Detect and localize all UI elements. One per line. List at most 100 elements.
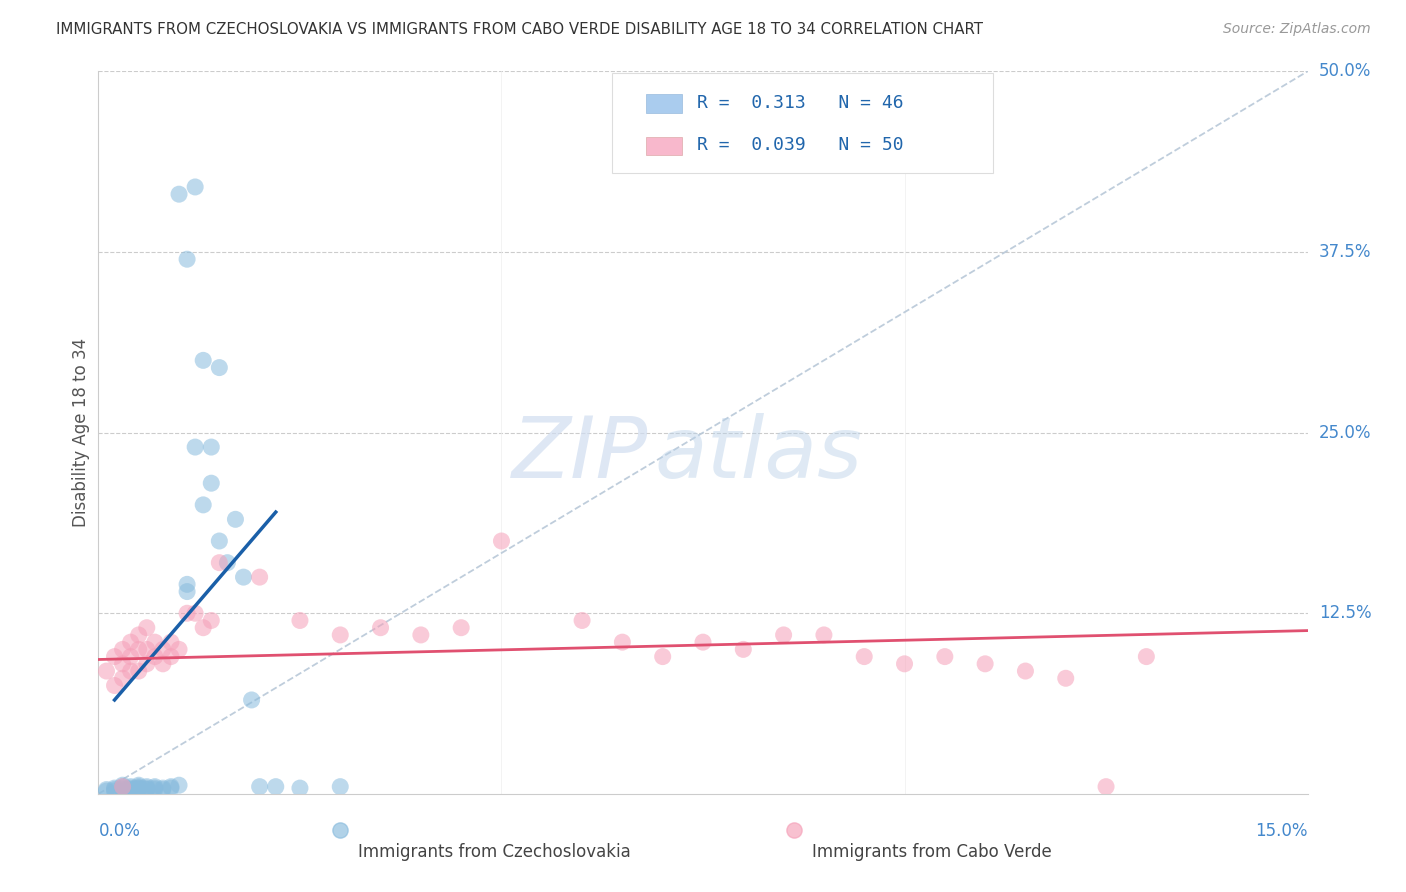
Point bbox=[200, 476, 222, 491]
Point bbox=[1135, 649, 1157, 664]
Point bbox=[571, 614, 593, 628]
Point bbox=[152, 657, 174, 671]
Point bbox=[96, 782, 118, 797]
Text: 0.0%: 0.0% bbox=[98, 822, 141, 839]
Point bbox=[103, 781, 125, 796]
Point bbox=[249, 780, 271, 794]
Point bbox=[96, 784, 118, 798]
Point bbox=[135, 642, 157, 657]
Point bbox=[167, 778, 190, 792]
Point bbox=[103, 784, 125, 798]
Point bbox=[193, 498, 215, 512]
Point bbox=[143, 635, 166, 649]
Point bbox=[135, 621, 157, 635]
Point bbox=[128, 664, 150, 678]
Point bbox=[160, 635, 183, 649]
FancyBboxPatch shape bbox=[647, 95, 682, 112]
Point bbox=[329, 628, 352, 642]
Point bbox=[111, 657, 134, 671]
Point bbox=[974, 657, 997, 671]
Point bbox=[152, 642, 174, 657]
Point bbox=[813, 628, 835, 642]
Point bbox=[128, 781, 150, 796]
Point bbox=[120, 664, 142, 678]
Point bbox=[217, 556, 239, 570]
Text: 25.0%: 25.0% bbox=[1319, 424, 1371, 442]
Point bbox=[167, 187, 190, 202]
Point bbox=[200, 440, 222, 454]
Point bbox=[184, 180, 207, 194]
Point bbox=[143, 781, 166, 796]
Text: atlas: atlas bbox=[655, 413, 863, 496]
Point bbox=[370, 621, 392, 635]
Text: R =  0.313   N = 46: R = 0.313 N = 46 bbox=[697, 94, 904, 112]
Point bbox=[143, 649, 166, 664]
Point bbox=[135, 782, 157, 797]
Point bbox=[264, 780, 287, 794]
Point bbox=[160, 649, 183, 664]
Text: 12.5%: 12.5% bbox=[1319, 604, 1371, 623]
Point bbox=[651, 649, 673, 664]
Point bbox=[103, 678, 125, 692]
Point bbox=[224, 512, 246, 526]
Point bbox=[128, 782, 150, 797]
Point bbox=[111, 784, 134, 798]
Text: Immigrants from Cabo Verde: Immigrants from Cabo Verde bbox=[811, 843, 1052, 861]
Point bbox=[143, 780, 166, 794]
FancyBboxPatch shape bbox=[647, 136, 682, 155]
Point bbox=[160, 781, 183, 796]
Point bbox=[128, 781, 150, 796]
Point bbox=[120, 784, 142, 798]
Point bbox=[176, 584, 198, 599]
Point bbox=[120, 780, 142, 794]
Text: IMMIGRANTS FROM CZECHOSLOVAKIA VS IMMIGRANTS FROM CABO VERDE DISABILITY AGE 18 T: IMMIGRANTS FROM CZECHOSLOVAKIA VS IMMIGR… bbox=[56, 22, 983, 37]
Point bbox=[167, 642, 190, 657]
Y-axis label: Disability Age 18 to 34: Disability Age 18 to 34 bbox=[72, 338, 90, 527]
Point bbox=[111, 780, 134, 794]
Point bbox=[120, 782, 142, 797]
Point bbox=[491, 533, 513, 548]
Point bbox=[288, 614, 311, 628]
Point bbox=[143, 782, 166, 797]
Text: 37.5%: 37.5% bbox=[1319, 243, 1371, 261]
Point bbox=[128, 778, 150, 792]
Point bbox=[1095, 780, 1118, 794]
Point bbox=[733, 642, 755, 657]
Point bbox=[193, 621, 215, 635]
Point bbox=[111, 778, 134, 792]
Point bbox=[893, 657, 915, 671]
Point bbox=[193, 353, 215, 368]
Text: 50.0%: 50.0% bbox=[1319, 62, 1371, 80]
Point bbox=[96, 664, 118, 678]
Point bbox=[111, 781, 134, 796]
Point bbox=[184, 607, 207, 621]
Point bbox=[934, 649, 956, 664]
Point bbox=[128, 628, 150, 642]
Point bbox=[128, 642, 150, 657]
Point bbox=[184, 440, 207, 454]
Point bbox=[103, 782, 125, 797]
Point bbox=[288, 781, 311, 796]
Point bbox=[111, 642, 134, 657]
Point bbox=[103, 649, 125, 664]
Point bbox=[409, 628, 432, 642]
Text: R =  0.039   N = 50: R = 0.039 N = 50 bbox=[697, 136, 904, 154]
Point bbox=[1054, 671, 1077, 685]
Point bbox=[612, 635, 634, 649]
Point bbox=[249, 570, 271, 584]
Point bbox=[853, 649, 876, 664]
Point bbox=[208, 533, 231, 548]
Point bbox=[128, 780, 150, 794]
Point bbox=[120, 781, 142, 796]
Point bbox=[135, 657, 157, 671]
FancyBboxPatch shape bbox=[612, 73, 993, 172]
Point bbox=[120, 635, 142, 649]
Point bbox=[692, 635, 714, 649]
Text: 15.0%: 15.0% bbox=[1256, 822, 1308, 839]
Point bbox=[232, 570, 254, 584]
Point bbox=[1014, 664, 1036, 678]
Point bbox=[120, 649, 142, 664]
Point bbox=[450, 621, 472, 635]
Point bbox=[772, 628, 794, 642]
Point bbox=[120, 782, 142, 797]
